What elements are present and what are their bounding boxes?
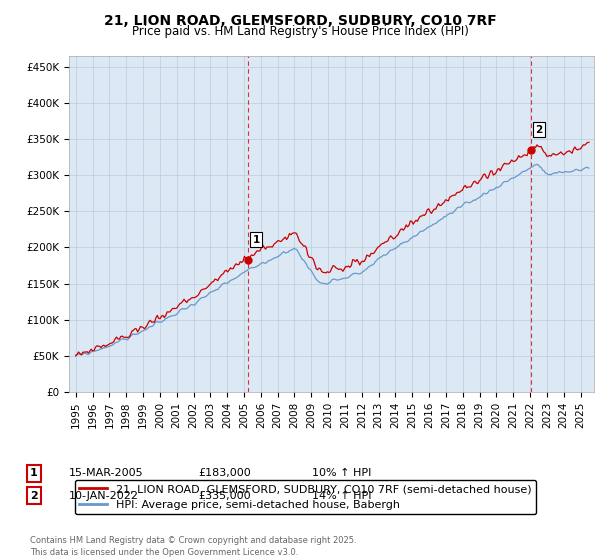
Text: 15-MAR-2005: 15-MAR-2005 [69, 468, 143, 478]
Text: 2: 2 [30, 491, 38, 501]
Text: 10-JAN-2022: 10-JAN-2022 [69, 491, 139, 501]
Text: Price paid vs. HM Land Registry's House Price Index (HPI): Price paid vs. HM Land Registry's House … [131, 25, 469, 38]
Text: 1: 1 [30, 468, 38, 478]
Text: £183,000: £183,000 [198, 468, 251, 478]
Legend: 21, LION ROAD, GLEMSFORD, SUDBURY, CO10 7RF (semi-detached house), HPI: Average : 21, LION ROAD, GLEMSFORD, SUDBURY, CO10 … [74, 480, 536, 514]
Text: 2: 2 [536, 125, 543, 135]
Text: £335,000: £335,000 [198, 491, 251, 501]
Text: 1: 1 [253, 235, 260, 245]
Text: 10% ↑ HPI: 10% ↑ HPI [312, 468, 371, 478]
Text: 14% ↑ HPI: 14% ↑ HPI [312, 491, 371, 501]
Text: Contains HM Land Registry data © Crown copyright and database right 2025.
This d: Contains HM Land Registry data © Crown c… [30, 536, 356, 557]
Text: 21, LION ROAD, GLEMSFORD, SUDBURY, CO10 7RF: 21, LION ROAD, GLEMSFORD, SUDBURY, CO10 … [104, 14, 496, 28]
